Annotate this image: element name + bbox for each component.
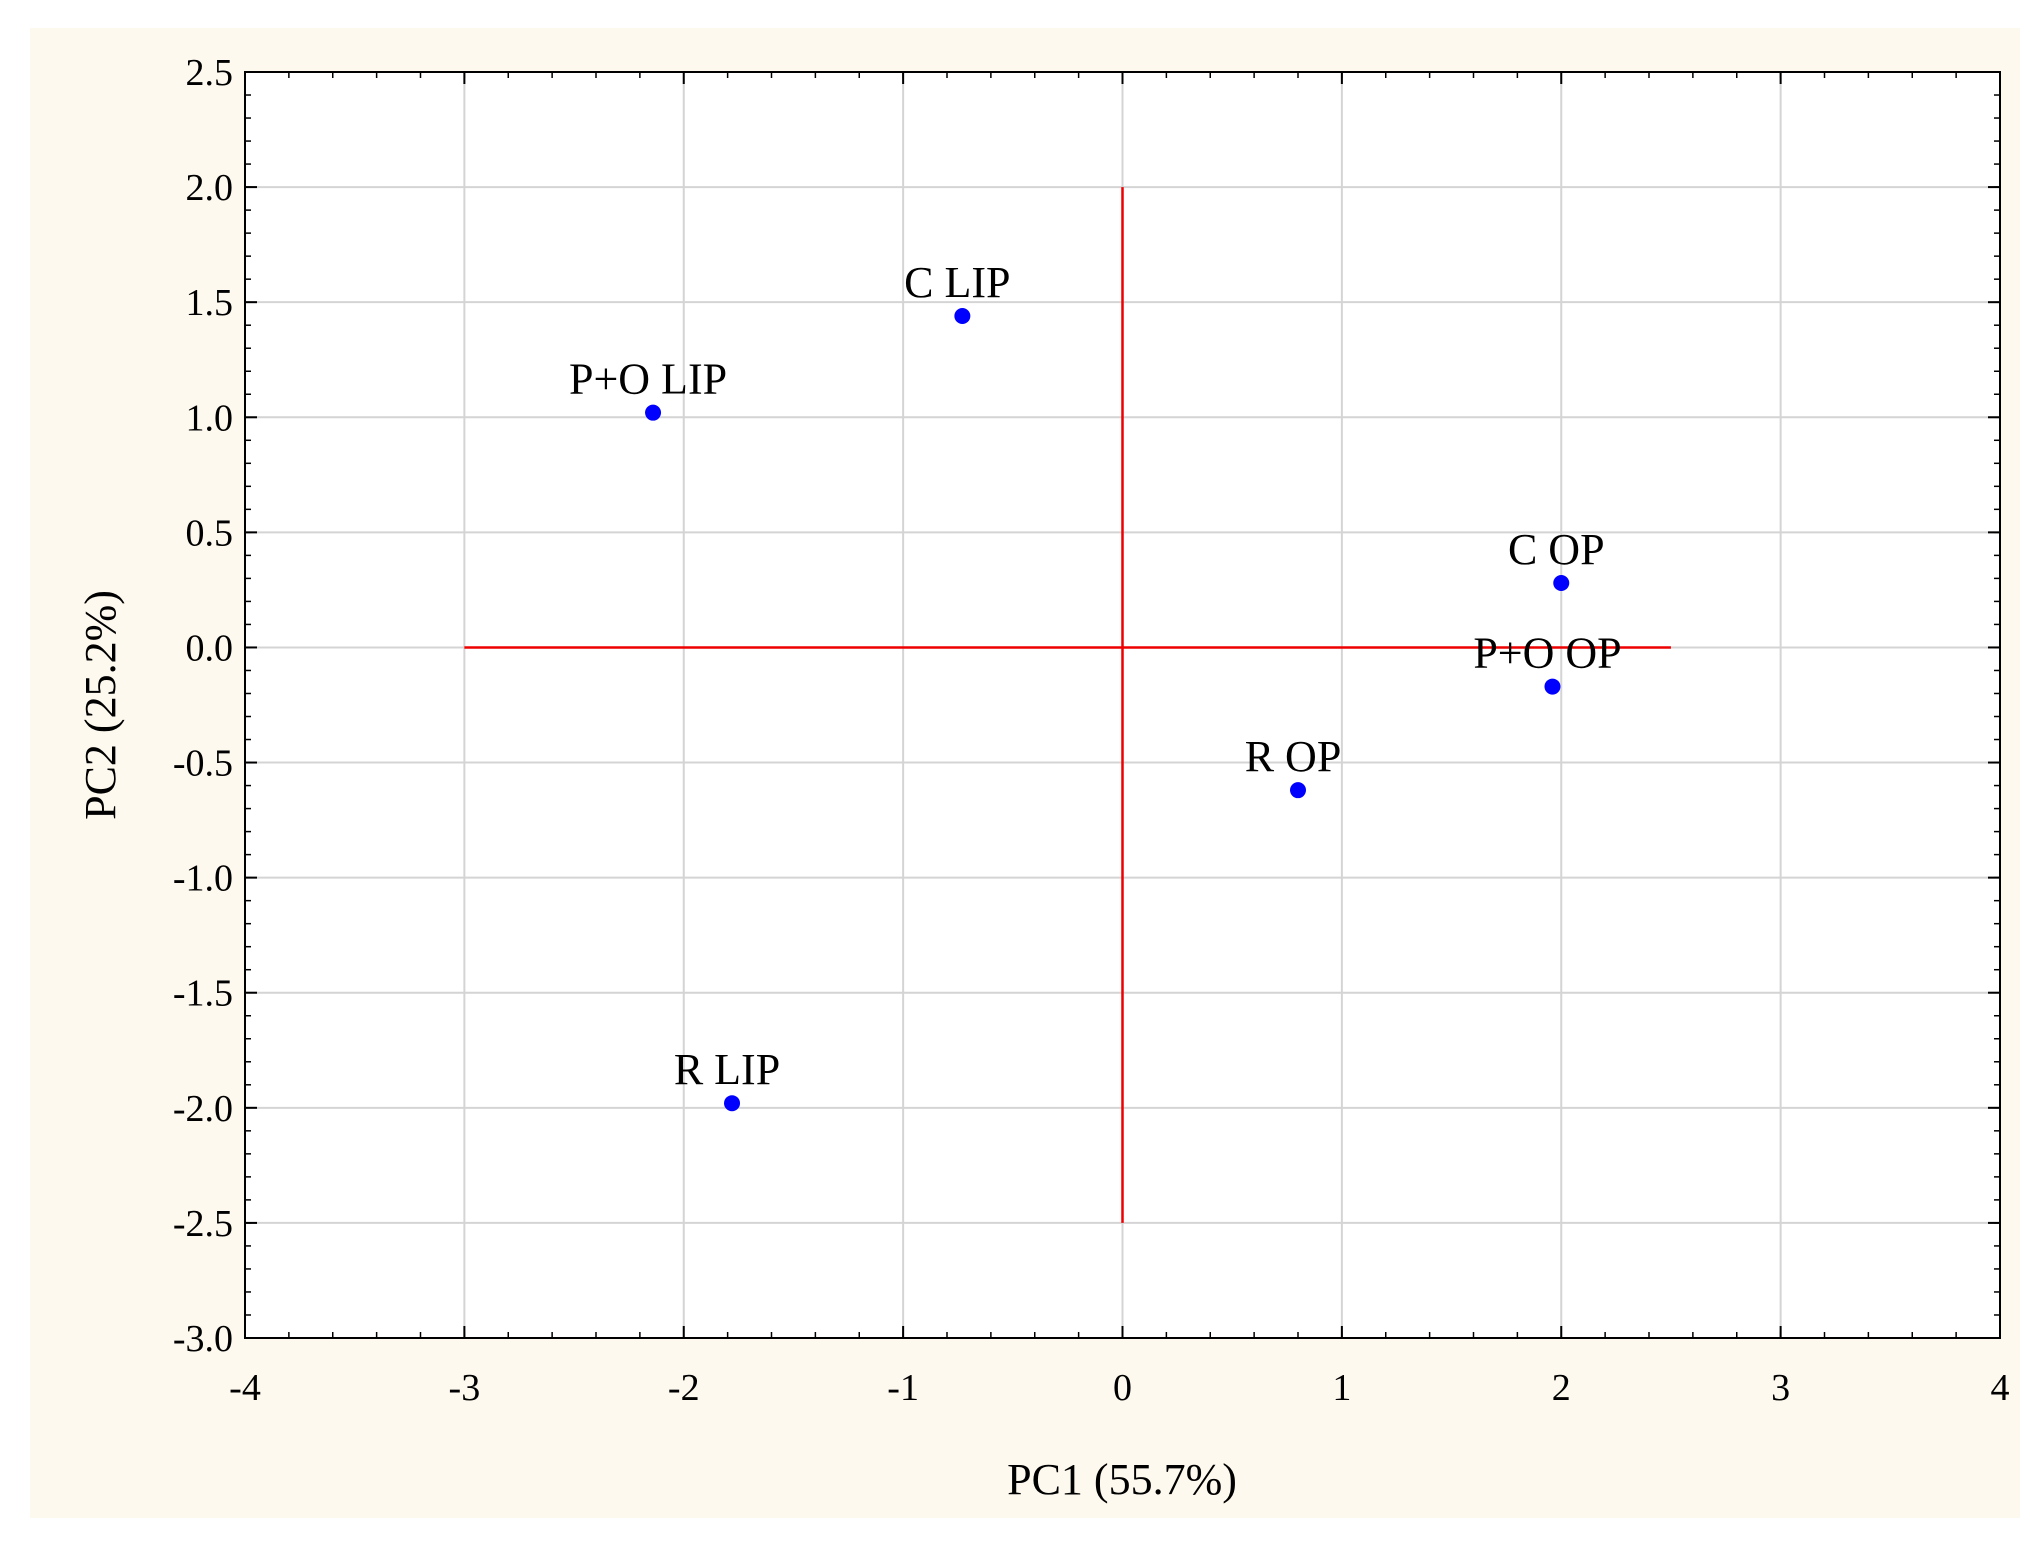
data-point: [645, 404, 662, 421]
data-point-label: P+O OP: [1473, 629, 1621, 678]
y-tick-label: -3.0: [173, 1318, 233, 1360]
x-tick-label: 0: [1113, 1367, 1132, 1409]
data-point: [724, 1095, 741, 1112]
y-tick-label: 2.0: [186, 167, 234, 209]
data-point-label: R LIP: [674, 1045, 780, 1094]
y-tick-label: -1.5: [173, 973, 233, 1015]
data-point-label: R OP: [1245, 732, 1342, 781]
y-tick-label: 1.0: [186, 397, 234, 439]
data-point: [1290, 782, 1306, 799]
x-tick-label: -3: [449, 1367, 481, 1409]
y-tick-label: -2.5: [173, 1203, 233, 1245]
x-tick-label: -2: [668, 1367, 700, 1409]
y-tick-label: 1.5: [186, 282, 234, 324]
x-tick-label: -1: [887, 1367, 919, 1409]
data-points: C LIP P+O LIP C OP P+O OP R OP R LIP: [569, 258, 1622, 1112]
y-tick-label: -1.0: [173, 858, 233, 900]
x-tick-labels: -4 -3 -2 -1 0 1 2 3 4: [229, 1367, 2009, 1409]
y-tick-label: 0.0: [186, 627, 234, 669]
y-tick-label: -2.0: [173, 1088, 233, 1130]
data-point-label: P+O LIP: [569, 355, 727, 404]
data-point: [1553, 575, 1570, 592]
y-axis-title: PC2 (25.2%): [76, 590, 125, 820]
data-point: [1544, 678, 1561, 695]
x-tick-label: -4: [229, 1367, 261, 1409]
pca-scatter-chart: -4 -3 -2 -1 0 1 2 3 4 2.5 2.0 1.5 1.0 0.5 0.0 -0.5 -1.0…: [76, 52, 2010, 1504]
y-tick-label: -0.5: [173, 743, 233, 785]
data-point-label: C OP: [1508, 525, 1605, 574]
y-tick-label: 0.5: [186, 512, 234, 554]
y-tick-label: 2.5: [186, 52, 234, 94]
figure-frame: -4 -3 -2 -1 0 1 2 3 4 2.5 2.0 1.5 1.0 0.5 0.0 -0.5 -1.0…: [30, 28, 2020, 1518]
x-tick-label: 2: [1552, 1367, 1571, 1409]
plot-border: [244, 71, 2001, 1339]
y-tick-labels: 2.5 2.0 1.5 1.0 0.5 0.0 -0.5 -1.0 -1.5 -2.0 -2.5 -3…: [173, 52, 233, 1360]
reference-lines: [464, 187, 1671, 1223]
data-point-label: C LIP: [904, 258, 1010, 307]
x-tick-label: 3: [1771, 1367, 1790, 1409]
data-point: [954, 307, 971, 324]
x-tick-label: 1: [1332, 1367, 1351, 1409]
x-tick-label: 4: [1991, 1367, 2010, 1409]
x-axis-title: PC1 (55.7%): [1007, 1455, 1237, 1504]
